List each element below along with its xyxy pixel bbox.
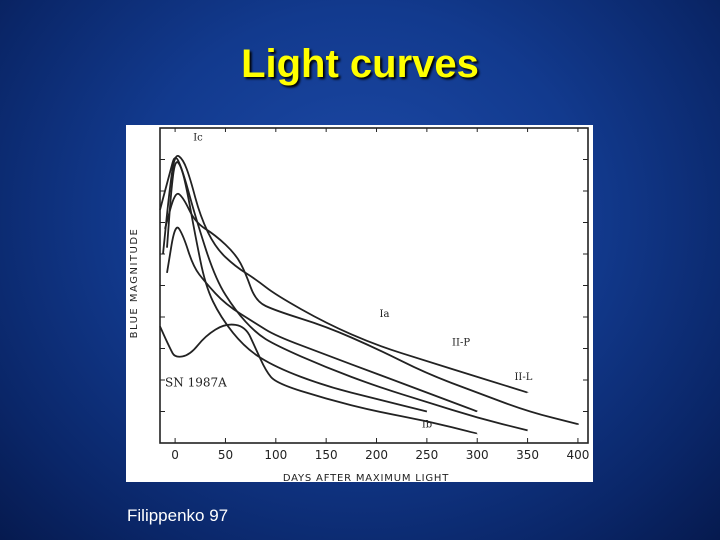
x-tick-label: 250 bbox=[415, 448, 438, 462]
x-tick-label: 150 bbox=[315, 448, 338, 462]
light-curve-chart: 0 50 100 150 200 250 300 350 400 Ia Ic II-L II-P Ib S… bbox=[129, 127, 589, 482]
curve-sn-1987a bbox=[159, 323, 479, 435]
curve-ic bbox=[166, 161, 428, 413]
series-label-sn-1987a: SN 1987A bbox=[165, 375, 227, 389]
curve-ii-l bbox=[159, 157, 528, 432]
series-label-ii-p: II-P bbox=[452, 337, 470, 348]
series-label-ii-l: II-L bbox=[514, 372, 532, 383]
y-axis-label: BLUE MAGNITUDE bbox=[129, 228, 140, 339]
figure-credit: Filippenko 97 bbox=[127, 506, 229, 525]
series-label-ic: Ic bbox=[193, 133, 203, 144]
slide-title: Light curves bbox=[241, 42, 479, 86]
x-tick-label: 350 bbox=[516, 448, 539, 462]
x-tick-label: 0 bbox=[171, 448, 179, 462]
x-tick-label: 100 bbox=[264, 448, 287, 462]
x-tick-label: 300 bbox=[466, 448, 489, 462]
chart-panel: 0 50 100 150 200 250 300 350 400 Ia Ic II-L II-P Ib S… bbox=[126, 125, 593, 482]
series-label-ib: Ib bbox=[422, 419, 432, 430]
curve-ii-p bbox=[164, 192, 579, 425]
x-tick-label: 50 bbox=[218, 448, 233, 462]
curve-ib bbox=[166, 226, 478, 413]
x-axis-label: DAYS AFTER MAXIMUM LIGHT bbox=[283, 473, 449, 482]
series-label-ia: Ia bbox=[380, 309, 390, 320]
x-tick-label: 400 bbox=[566, 448, 589, 462]
plot-frame bbox=[159, 127, 589, 444]
curve-ia bbox=[162, 154, 529, 394]
x-tick-label: 200 bbox=[365, 448, 388, 462]
